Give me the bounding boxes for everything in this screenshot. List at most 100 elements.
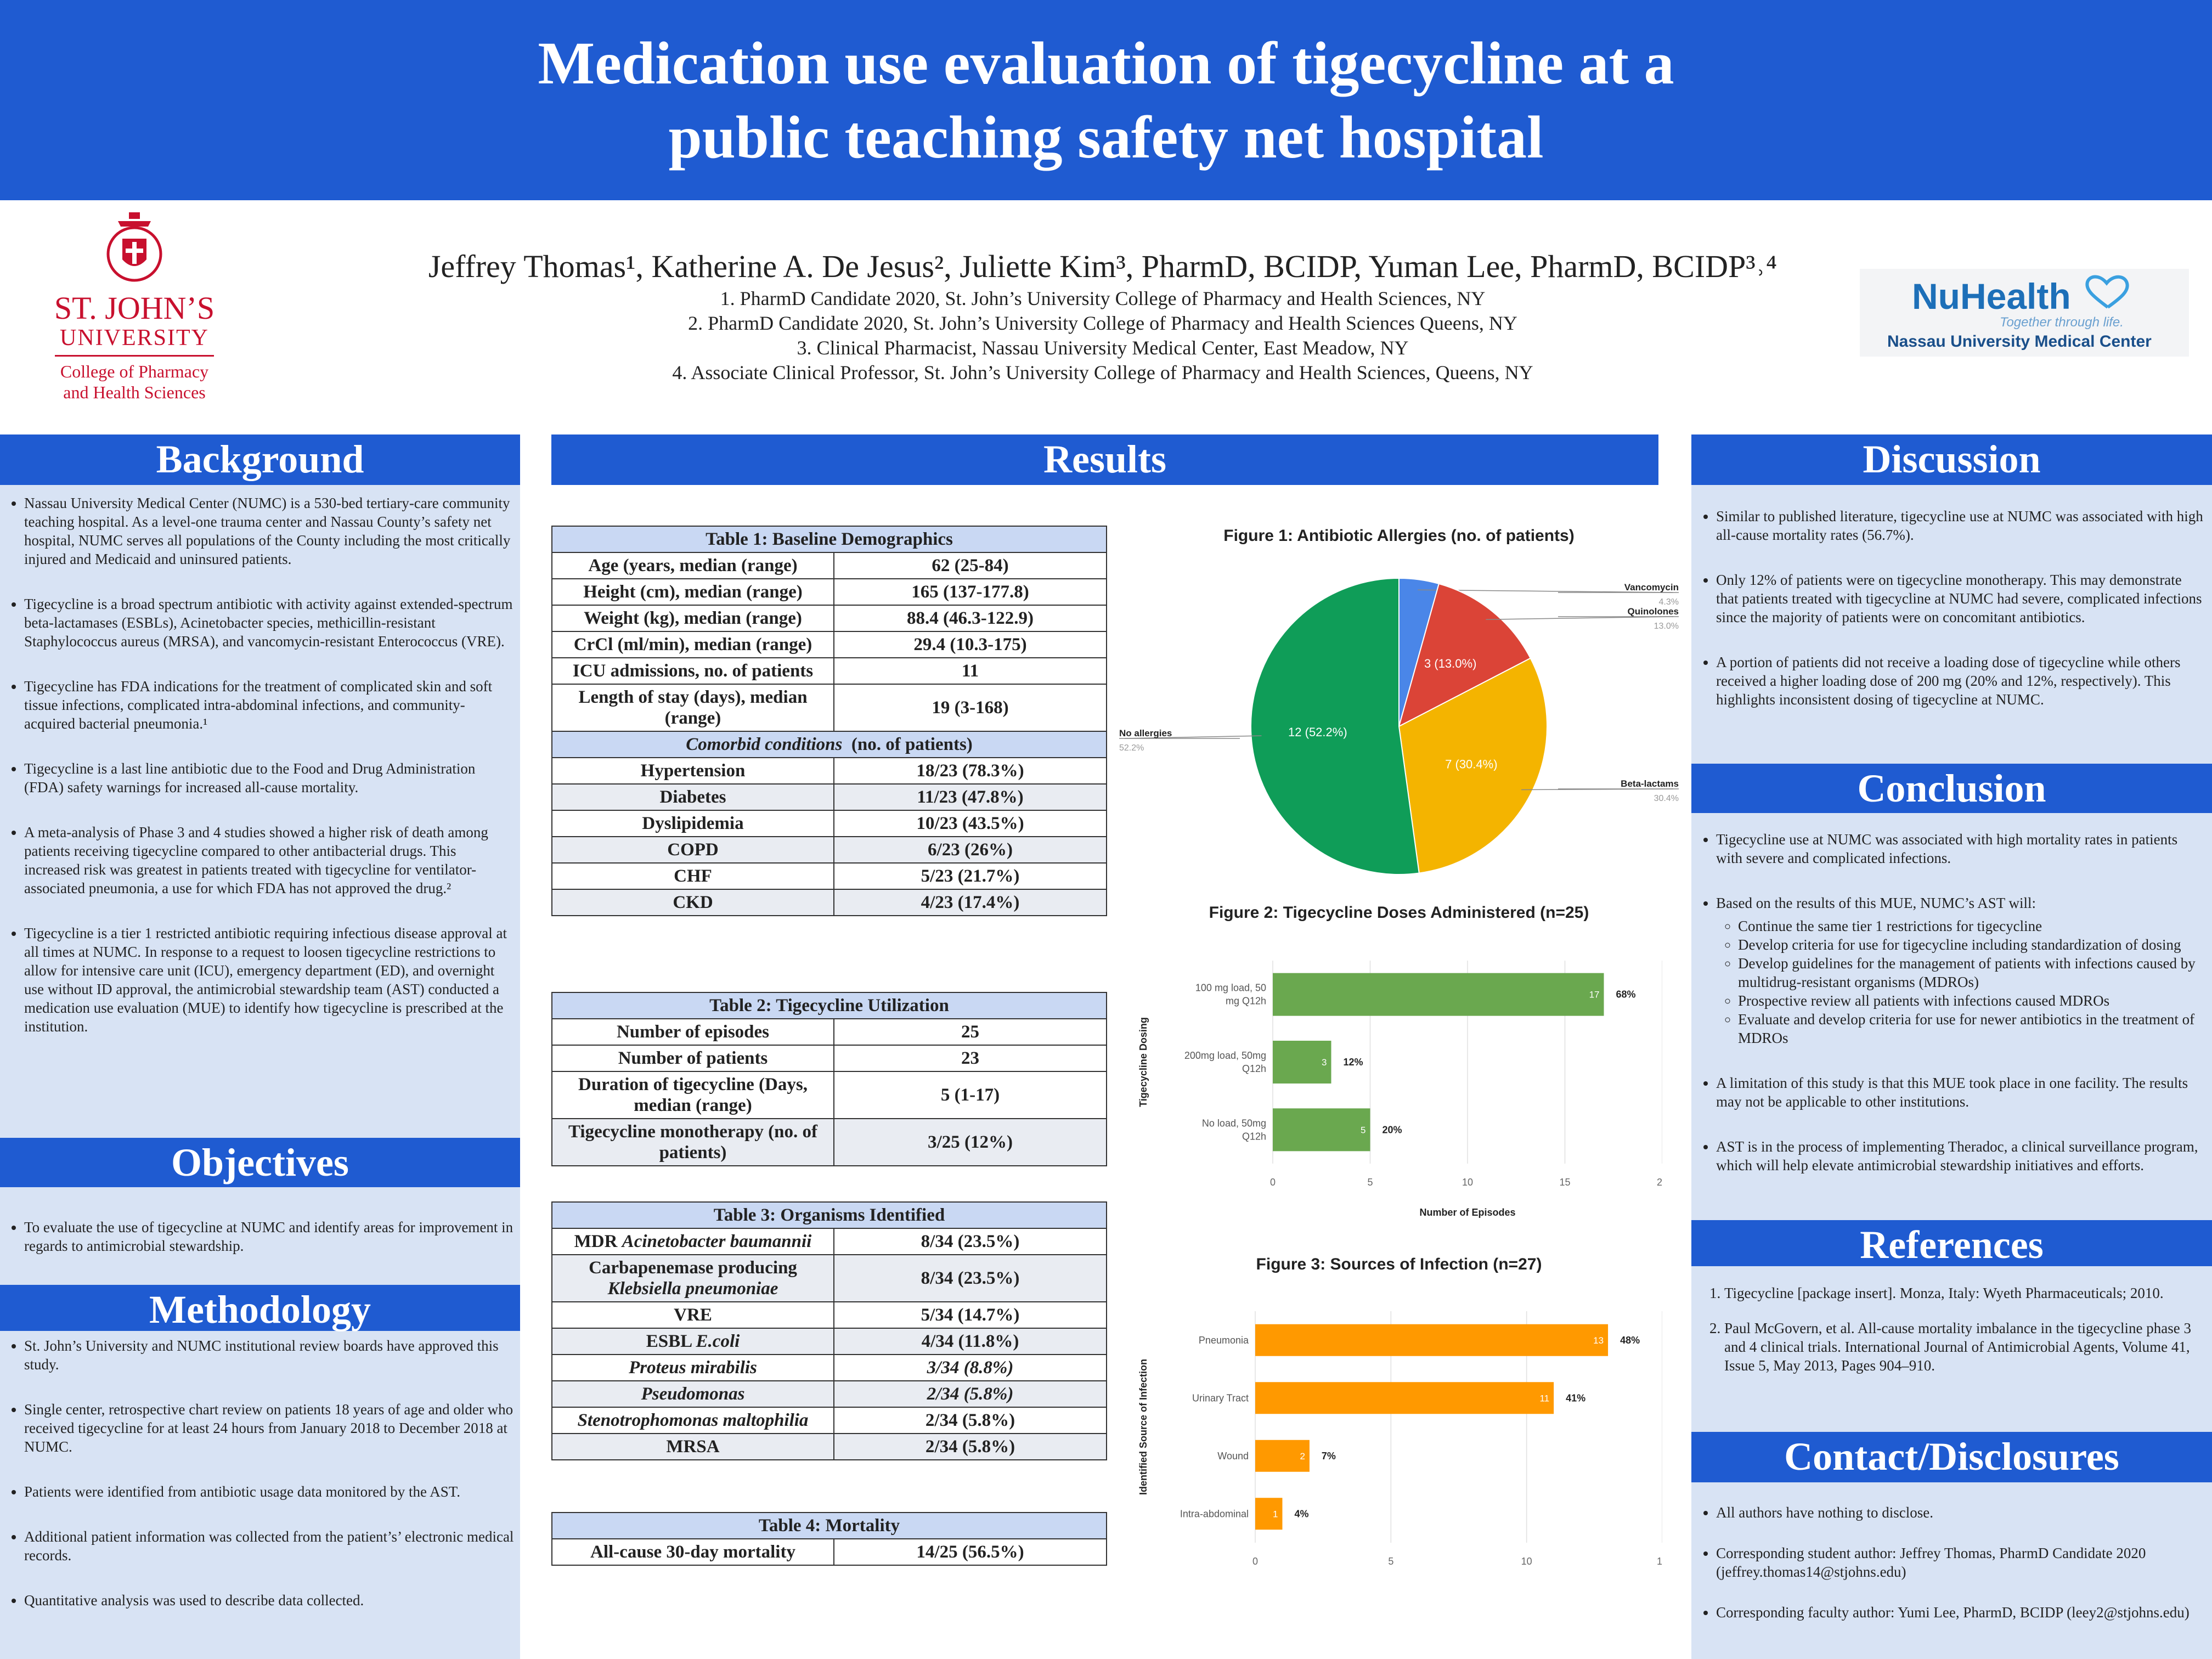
objectives-list: To evaluate the use of tigecycline at NU… bbox=[8, 1218, 515, 1255]
bar-value-label: 17 bbox=[1589, 990, 1600, 1000]
bar bbox=[1255, 1382, 1554, 1414]
x-tick-label: 10 bbox=[1462, 1177, 1473, 1188]
table-caption: Table 2: Tigecycline Utilization bbox=[551, 992, 1107, 1019]
heart-icon bbox=[2085, 275, 2129, 309]
comorbid-caption-italic: Comorbid conditions bbox=[686, 735, 843, 754]
table-cell-label: ICU admissions, no. of patients bbox=[551, 657, 834, 685]
table-cell-value: 19 (3-168) bbox=[833, 684, 1107, 732]
contact-item: Corresponding student author: Jeffrey Th… bbox=[1716, 1544, 2207, 1581]
methodology-item: St. John’s University and NUMC instituti… bbox=[24, 1336, 515, 1374]
conclusion-subitem: Evaluate and develop criteria for use fo… bbox=[1738, 1010, 2207, 1047]
background-item: Tigecycline is a last line antibiotic du… bbox=[24, 759, 515, 797]
pie-legend-label: No allergies bbox=[1119, 728, 1172, 738]
y-category-label: No load, 50mg bbox=[1202, 1118, 1266, 1128]
conclusion-list: Tigecycline use at NUMC was associated w… bbox=[1700, 830, 2207, 1175]
table-cell-value: 2/34 (5.8%) bbox=[833, 1433, 1107, 1460]
organism-prefix: ESBL bbox=[646, 1331, 696, 1351]
affiliation-4: 4. Associate Clinical Professor, St. Joh… bbox=[672, 362, 1533, 383]
background-heading: Background bbox=[0, 435, 520, 485]
methodology-item: Single center, retrospective chart revie… bbox=[24, 1400, 515, 1456]
table-cell-value: 4/23 (17.4%) bbox=[833, 889, 1107, 916]
table-cell-label: Dyslipidemia bbox=[551, 810, 834, 837]
contact-item: All authors have nothing to disclose. bbox=[1716, 1503, 2207, 1522]
objectives-item: To evaluate the use of tigecycline at NU… bbox=[24, 1218, 515, 1255]
mortality-table: Table 4: Mortality All-cause 30-day mort… bbox=[551, 1512, 1107, 1566]
table-cell-value: 25 bbox=[833, 1018, 1107, 1046]
objectives-heading: Objectives bbox=[0, 1138, 520, 1187]
x-tick-label: 15 bbox=[1559, 1177, 1570, 1188]
pie-legend-label: Beta-lactams bbox=[1621, 778, 1679, 789]
table-cell-label: MDR Acinetobacter baumannii bbox=[551, 1228, 834, 1255]
discussion-list: Similar to published literature, tigecyc… bbox=[1700, 507, 2207, 709]
authors-line: Jeffrey Thomas¹, Katherine A. De Jesus²,… bbox=[428, 249, 1778, 284]
organism-prefix: MRSA bbox=[666, 1437, 720, 1457]
table-cell-label: Diabetes bbox=[551, 783, 834, 811]
background-text: Nassau University Medical Center (NUMC) … bbox=[8, 494, 515, 1062]
methodology-item: Quantitative analysis was used to descri… bbox=[24, 1591, 515, 1610]
table-cell-label: Duration of tigecycline (Days, median (r… bbox=[551, 1071, 834, 1119]
bar-value-label: 11 bbox=[1539, 1393, 1549, 1403]
contact-text: All authors have nothing to disclose. Co… bbox=[1700, 1503, 2207, 1622]
organism-name: Pseudomonas bbox=[641, 1384, 745, 1404]
background-item: Tigecycline has FDA indications for the … bbox=[24, 677, 515, 733]
bar bbox=[1273, 1108, 1370, 1152]
pie-slice-label: 3 (13.0%) bbox=[1424, 657, 1476, 670]
objectives-text: To evaluate the use of tigecycline at NU… bbox=[8, 1218, 515, 1282]
pie-legend-percent: 4.3% bbox=[1659, 597, 1679, 607]
x-tick-label: 20 bbox=[1657, 1177, 1662, 1188]
sju-college-line2: and Health Sciences bbox=[63, 382, 206, 402]
organism-prefix: MDR bbox=[574, 1232, 622, 1251]
organism-name: Proteus mirabilis bbox=[629, 1358, 757, 1378]
conclusion-item: AST is in the process of implementing Th… bbox=[1716, 1137, 2207, 1175]
conclusion-subitem: Develop criteria for use for tigecycline… bbox=[1738, 935, 2207, 954]
y-category-label: Q12h bbox=[1242, 1131, 1266, 1142]
table-cell-label: CrCl (ml/min), median (range) bbox=[551, 631, 834, 658]
table-caption: Table 4: Mortality bbox=[551, 1512, 1107, 1539]
x-tick-label: 0 bbox=[1270, 1177, 1276, 1188]
bar bbox=[1273, 1041, 1331, 1084]
reference-item: Tigecycline [package insert]. Monza, Ita… bbox=[1724, 1284, 2207, 1302]
organism-count: 2/34 (5.8%) bbox=[927, 1384, 1014, 1404]
table-cell-value: 5/23 (21.7%) bbox=[833, 862, 1107, 890]
table-cell-value: 18/23 (78.3%) bbox=[833, 757, 1107, 785]
conclusion-item: Tigecycline use at NUMC was associated w… bbox=[1716, 830, 2207, 867]
y-category-label: Q12h bbox=[1242, 1063, 1266, 1074]
organism-prefix: Carbapenemase producing bbox=[589, 1258, 797, 1278]
comorbid-caption-rest: (no. of patients) bbox=[842, 735, 973, 754]
pie-legend-percent: 30.4% bbox=[1654, 794, 1679, 803]
nuhealth-center-name: Nassau University Medical Center bbox=[1887, 332, 2152, 351]
sju-name-line1: ST. JOHN’S bbox=[54, 290, 215, 326]
table-cell-value: 11/23 (47.8%) bbox=[833, 783, 1107, 811]
table-cell-value: 6/23 (26%) bbox=[833, 836, 1107, 864]
affiliation-1: 1. PharmD Candidate 2020, St. John’s Uni… bbox=[720, 287, 1486, 309]
table-cell-value: 5 (1-17) bbox=[833, 1071, 1107, 1119]
table-cell-value: 29.4 (10.3-175) bbox=[833, 631, 1107, 658]
bar-percent-label: 7% bbox=[1322, 1451, 1336, 1462]
y-category-label: 200mg load, 50mg bbox=[1184, 1050, 1266, 1061]
table-cell-label: Height (cm), median (range) bbox=[551, 578, 834, 606]
table-cell-value: 62 (25-84) bbox=[833, 552, 1107, 579]
figure-2: Figure 2: Tigecycline Doses Administered… bbox=[1136, 904, 1668, 1222]
table-cell-label: Number of episodes bbox=[551, 1018, 834, 1046]
organisms-identified-table: Table 3: Organisms Identified MDR Acinet… bbox=[551, 1201, 1107, 1460]
pie-slice bbox=[1250, 577, 1420, 875]
bar-value-label: 1 bbox=[1273, 1509, 1278, 1519]
table-cell-label: Hypertension bbox=[551, 757, 834, 785]
bar-percent-label: 12% bbox=[1344, 1057, 1363, 1068]
organism-name: Stenotrophomonas maltophilia bbox=[577, 1410, 809, 1430]
figure-1: Figure 1: Antibiotic Allergies (no. of p… bbox=[1114, 527, 1684, 878]
pie-slice bbox=[1398, 657, 1548, 874]
authors-block: Jeffrey Thomas¹, Katherine A. De Jesus²,… bbox=[307, 247, 1898, 385]
table-cell-label: COPD bbox=[551, 836, 834, 864]
table-cell-value: 11 bbox=[833, 657, 1107, 685]
conclusion-item: A limitation of this study is that this … bbox=[1716, 1074, 2207, 1111]
pie-leader-line bbox=[1418, 589, 1674, 593]
pie-legend-label: Quinolones bbox=[1628, 606, 1679, 617]
organism-name: Klebsiella pneumoniae bbox=[607, 1279, 778, 1299]
bar-percent-label: 4% bbox=[1294, 1508, 1308, 1519]
conclusion-item-text: Based on the results of this MUE, NUMC’s… bbox=[1716, 895, 2036, 911]
methodology-item: Patients were identified from antibiotic… bbox=[24, 1482, 515, 1501]
table-cell-value: 14/25 (56.5%) bbox=[833, 1538, 1107, 1566]
conclusion-subitem: Continue the same tier 1 restrictions fo… bbox=[1738, 917, 2207, 935]
table-cell-value: 2/34 (5.8%) bbox=[833, 1380, 1107, 1408]
